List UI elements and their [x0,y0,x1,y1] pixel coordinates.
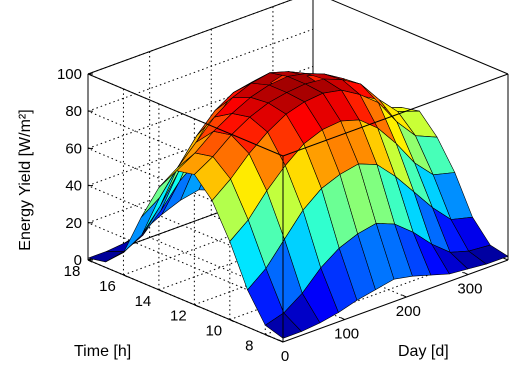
day-tick-mark [463,272,469,276]
z-tick-label: 80 [65,103,82,120]
hour-tick-label: 14 [135,293,152,310]
box-edge [330,0,509,75]
z-tick-label: 100 [57,66,82,83]
axes-box-front [87,0,509,343]
hour-tick-label: 10 [205,323,222,340]
y-axis-title: Time [h] [74,343,131,360]
hour-tick-mark [87,259,93,263]
z-axis-title: Energy Yield [W/m²] [17,109,34,250]
z-grid-line [87,185,284,269]
hour-tick-label: 18 [64,263,81,280]
day-tick-mark [278,339,284,343]
z-tick-label: 20 [65,215,82,232]
box-edge [87,73,284,157]
hour-tick-label: 8 [245,338,253,355]
z-grid-line [87,147,284,231]
z-grid-line [87,222,284,306]
box-edge [282,259,509,343]
day-tick-mark [340,317,345,320]
z-tick-label: 0 [74,252,82,269]
hour-tick-mark [123,274,128,278]
hour-tick-mark [194,304,199,308]
hour-tick-mark [158,289,164,293]
day-grid-line [149,237,345,320]
z-tick-label: 40 [65,178,82,195]
day-tick-label: 0 [281,348,289,365]
day-tick-mark [402,294,407,298]
z-grid-line [87,110,284,194]
box-edge [87,0,293,75]
box-edge [282,73,509,157]
hour-tick-label: 16 [99,278,116,295]
x-axis-title: Day [d] [398,343,449,360]
surface-patch [468,244,509,265]
surface-patch [87,251,125,263]
z-tick-label: 60 [65,140,82,157]
hour-tick-mark [229,319,235,323]
day-tick-label: 300 [457,281,482,298]
z-grid-line [87,0,293,75]
hour-tick-label: 12 [170,308,187,325]
day-grid-line [87,259,284,343]
day-tick-label: 100 [334,326,359,343]
surface-mesh [87,71,509,339]
surface-patch [123,197,160,253]
hour-tick-mark [265,334,270,337]
day-tick-label: 200 [396,303,421,320]
